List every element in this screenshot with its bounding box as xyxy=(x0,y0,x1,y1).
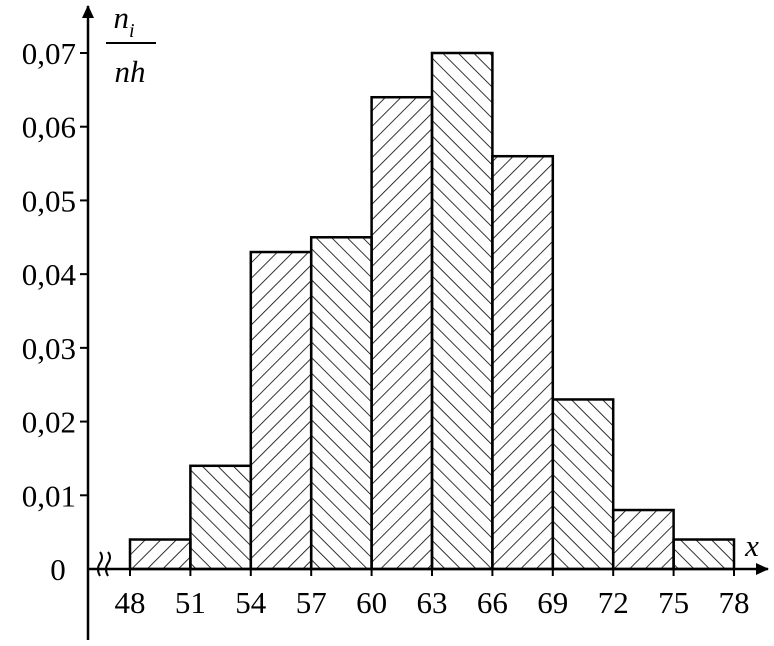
x-tick-label: 66 xyxy=(477,585,508,620)
x-tick-label: 54 xyxy=(235,585,267,620)
y-label-numerator: n xyxy=(113,0,129,35)
y-label-subscript: i xyxy=(129,20,135,42)
x-tick-label: 57 xyxy=(296,585,327,620)
y-tick-label: 0,05 xyxy=(22,183,76,218)
y-tick-label: 0,02 xyxy=(22,405,76,440)
x-tick-group: 48 51 54 57 60 63 66 69 72 75 78 xyxy=(115,569,750,620)
y-tick-label: 0,01 xyxy=(22,478,76,513)
histogram-bar xyxy=(491,154,555,571)
y-tick-label: 0,07 xyxy=(22,36,76,71)
x-axis-label: x xyxy=(744,528,759,563)
histogram-bar xyxy=(249,250,313,571)
histogram-bar xyxy=(672,538,736,571)
x-tick-label: 78 xyxy=(719,585,750,620)
histogram-bar xyxy=(189,464,253,571)
histogram-bar xyxy=(430,51,494,571)
x-tick-label: 72 xyxy=(598,585,629,620)
x-tick-label: 60 xyxy=(356,585,387,620)
y-tick-label: 0,04 xyxy=(22,257,77,292)
histogram-bar xyxy=(611,508,675,571)
x-tick-label: 63 xyxy=(417,585,448,620)
y-tick-group: 0,01 0,02 0,03 0,04 0,05 0,06 0,07 xyxy=(22,36,88,513)
histogram-bar xyxy=(551,398,615,571)
x-tick-label: 51 xyxy=(175,585,206,620)
y-tick-label: 0,06 xyxy=(22,110,76,145)
y-axis-label: ni nh xyxy=(106,0,156,89)
origin-label: 0 xyxy=(50,552,66,587)
x-tick-label: 75 xyxy=(658,585,689,620)
y-label-denominator: nh xyxy=(115,54,146,89)
y-tick-label: 0,03 xyxy=(22,331,76,366)
x-tick-label: 48 xyxy=(115,585,146,620)
histogram-bar xyxy=(309,236,373,571)
histogram-bars xyxy=(128,51,736,571)
svg-text:ni: ni xyxy=(113,0,134,42)
x-axis-break-icon xyxy=(97,551,111,577)
histogram-bar xyxy=(128,538,192,571)
histogram-bar xyxy=(370,95,434,571)
x-tick-label: 69 xyxy=(537,585,568,620)
